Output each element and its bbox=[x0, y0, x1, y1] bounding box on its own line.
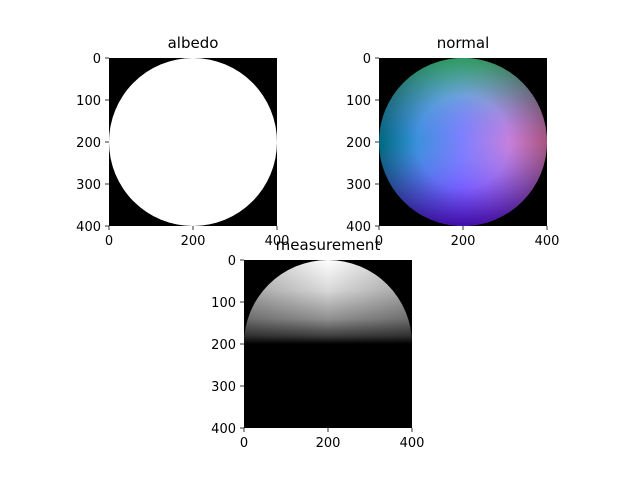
y-tick-label: 0 bbox=[93, 52, 101, 67]
panel-measurement: 0 200 400 0 100 200 300 400 measurement bbox=[211, 236, 424, 451]
normal-axes: 0 200 400 0 100 200 300 400 bbox=[346, 52, 559, 249]
x-tick-label: 200 bbox=[181, 234, 206, 249]
y-tick-label: 300 bbox=[346, 178, 371, 193]
x-tick-label: 400 bbox=[265, 234, 290, 249]
y-tick-label: 400 bbox=[211, 422, 236, 437]
measurement-shaded-sphere bbox=[244, 260, 412, 428]
y-tick-label: 200 bbox=[211, 338, 236, 353]
panel-albedo: albedo 0 200 400 0 100 200 300 400 bbox=[76, 34, 289, 249]
measurement-axes: 0 200 400 0 100 200 300 400 bbox=[211, 254, 424, 451]
normal-sphere bbox=[379, 58, 547, 226]
y-tick-label: 200 bbox=[76, 136, 101, 151]
y-tick-label: 100 bbox=[346, 94, 371, 109]
y-tick-label: 0 bbox=[363, 52, 371, 67]
y-tick-label: 300 bbox=[76, 178, 101, 193]
y-tick-label: 400 bbox=[346, 220, 371, 235]
y-tick-label: 300 bbox=[211, 380, 236, 395]
x-tick-label: 400 bbox=[535, 234, 560, 249]
albedo-disk bbox=[109, 58, 277, 226]
x-tick-label: 0 bbox=[240, 436, 248, 451]
panel-normal: normal 0 200 400 0 100 200 300 400 bbox=[346, 34, 559, 249]
panel-title-measurement: measurement bbox=[276, 236, 381, 254]
y-tick-label: 0 bbox=[228, 254, 236, 269]
y-tick-label: 100 bbox=[211, 296, 236, 311]
x-tick-label: 200 bbox=[316, 436, 341, 451]
panel-title-albedo: albedo bbox=[168, 34, 219, 52]
albedo-axes: 0 200 400 0 100 200 300 400 bbox=[76, 52, 289, 249]
x-tick-label: 0 bbox=[105, 234, 113, 249]
y-tick-label: 400 bbox=[76, 220, 101, 235]
x-tick-label: 400 bbox=[400, 436, 425, 451]
x-tick-label: 200 bbox=[451, 234, 476, 249]
y-tick-label: 100 bbox=[76, 94, 101, 109]
y-tick-label: 200 bbox=[346, 136, 371, 151]
panel-title-normal: normal bbox=[437, 34, 490, 52]
x-tick-label: 0 bbox=[375, 234, 383, 249]
